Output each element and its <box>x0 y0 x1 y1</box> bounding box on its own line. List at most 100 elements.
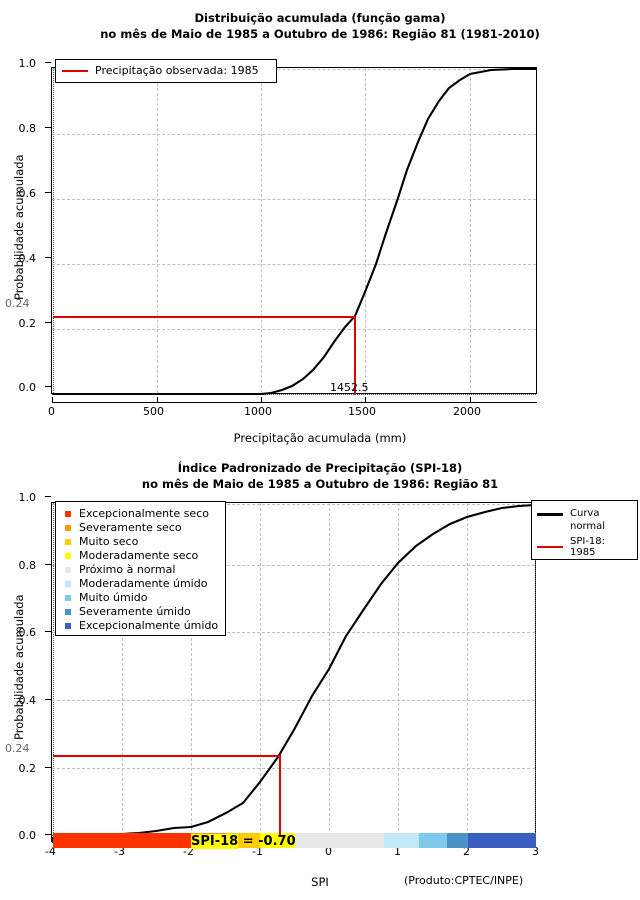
spi-observed-prob-line <box>53 755 280 757</box>
legend-item-spi-1985: SPI-18: 1985 <box>537 536 632 558</box>
gamma-gridline-y-1.0 <box>52 69 536 70</box>
gamma-xtick-mark-4 <box>470 397 471 403</box>
curve-legend-spi-label: SPI-18: 1985 <box>570 536 606 558</box>
gamma-legend-row-observed: Precipitação observada: 1985 <box>62 64 270 78</box>
spi-gridline-y-0.8 <box>52 565 535 566</box>
spi-ytick-4: 0.8 <box>18 559 37 572</box>
gamma-gridline-y-0.4 <box>52 264 536 265</box>
spi-ytick-mark-5 <box>45 496 51 497</box>
square-swatch-icon <box>65 609 71 615</box>
spi-ytick-mark-1 <box>45 767 51 768</box>
spi-y-axis-label: Probabilidade acumulada <box>12 594 26 740</box>
colorbar-segment-excepcionalmente-seco <box>53 833 191 848</box>
spi-gridline-x--2 <box>191 503 192 841</box>
legend-item-muito-umido: Muito úmido <box>62 591 219 605</box>
gamma-gridline-x-1000 <box>261 68 262 393</box>
spi-panel-title: Índice Padronizado de Precipitação (SPI-… <box>0 460 640 492</box>
spi-ytick-mark-3 <box>45 631 51 632</box>
spi-xtick-6: 2 <box>463 845 470 858</box>
black-line-swatch-icon <box>537 513 563 516</box>
spi-gridline-x--3 <box>122 503 123 841</box>
legend-label: Muito seco <box>79 535 139 548</box>
gamma-ytick-mark-1 <box>45 322 51 323</box>
colorbar-segment-severamente-umido <box>447 833 468 848</box>
gamma-xtick-2: 1000 <box>244 405 272 418</box>
legend-label: Muito úmido <box>79 591 148 604</box>
gamma-ytick-mark-0 <box>45 386 51 387</box>
gamma-y-axis-label: Probabilidade acumulada <box>12 154 26 300</box>
spi-xtick-3: -1 <box>252 845 263 858</box>
spi-title-line1: Índice Padronizado de Precipitação (SPI-… <box>177 461 463 475</box>
curve-legend-label-line2: normal <box>570 521 606 532</box>
spi-panel: Índice Padronizado de Precipitação (SPI-… <box>0 450 640 900</box>
spi-gridline-y-0.6 <box>52 632 535 633</box>
gamma-ytick-3: 0.6 <box>18 187 37 200</box>
spi-gridline-x-3 <box>535 503 536 841</box>
legend-label: Severamente úmido <box>79 605 191 618</box>
gamma-observed-value-line <box>354 316 356 395</box>
gamma-xtick-mark-2 <box>261 397 262 403</box>
square-swatch-icon <box>65 511 71 517</box>
gamma-xtick-mark-1 <box>157 397 158 403</box>
gamma-ytick-4: 0.8 <box>18 122 37 135</box>
curve-legend-label-line1: Curva <box>570 508 600 519</box>
red-line-swatch-icon <box>62 70 88 72</box>
gamma-xtick-1: 500 <box>143 405 164 418</box>
spi-xtick-4: 0 <box>325 845 332 858</box>
spi-gridline-x--1 <box>260 503 261 841</box>
spi-ytick-1: 0.2 <box>18 762 37 775</box>
gamma-distribution-panel: Distribuição acumulada (função gama) no … <box>5 11 540 445</box>
spi-gridline-y-0.4 <box>52 700 535 701</box>
legend-label: Próximo à normal <box>79 563 176 576</box>
legend-label: Excepcionalmente seco <box>79 507 209 520</box>
spi-gridline-y-0.2 <box>52 768 535 769</box>
gamma-cdf-curve <box>53 68 536 395</box>
legend-label: Moderadamente seco <box>79 549 199 562</box>
spi-title-line2: no mês de Maio de 1985 a Outubro de 1986… <box>141 477 499 491</box>
legend-label: Excepcionalmente úmido <box>79 619 219 632</box>
legend-item-moderadamente-umido: Moderadamente úmido <box>62 577 219 591</box>
gamma-ytick-5: 1.0 <box>18 57 37 70</box>
legend-label: Severamente seco <box>79 521 182 534</box>
gamma-observed-prob-line <box>53 316 355 318</box>
legend-item-severamente-seco: Severamente seco <box>62 521 219 535</box>
spi-x-axis-label: SPI <box>311 875 329 889</box>
legend-item-severamente-umido: Severamente úmido <box>62 605 219 619</box>
spi-xtick-0: -4 <box>45 845 56 858</box>
spi-observed-value-line <box>279 755 281 835</box>
square-swatch-icon <box>65 567 71 573</box>
spi-curve-legend: Curva normal SPI-18: 1985 <box>531 500 638 560</box>
spi-xtick-mark-0 <box>52 837 53 843</box>
spi-ytick-3: 0.6 <box>18 626 37 639</box>
square-swatch-icon <box>65 595 71 601</box>
colorbar-segment-moderadamente-umido <box>384 833 419 848</box>
spi-category-legend: Excepcionalmente seco Severamente seco M… <box>55 501 226 636</box>
gamma-xtick-4: 2000 <box>453 405 481 418</box>
gamma-ytick-mark-4 <box>45 127 51 128</box>
spi-ytick-mark-4 <box>45 564 51 565</box>
spi-gridline-x--4 <box>53 503 54 841</box>
colorbar-segment-moderadamente-seco <box>260 833 295 848</box>
gamma-xtick-mark-0 <box>52 397 53 403</box>
gamma-xtick-mark-3 <box>365 397 366 403</box>
gamma-x-axis-label: Precipitação acumulada (mm) <box>233 431 407 445</box>
gamma-xtick-0: 0 <box>48 405 55 418</box>
spi-observed-prob-label: 0.24 <box>5 742 30 755</box>
spi-ytick-mark-0 <box>45 834 51 835</box>
spi-plot-area: SPI-18 = -0.70 Excepcionalmente seco Sev… <box>51 501 536 849</box>
spi-badge-rest: = -0.70 <box>238 834 296 849</box>
spi-value-badge: SPI-18 = -0.70 <box>191 834 296 849</box>
gamma-gridline-y-0.2 <box>52 329 536 330</box>
square-swatch-icon <box>65 553 71 559</box>
gamma-gridline-x-0 <box>53 68 54 393</box>
gamma-ytick-mark-5 <box>45 62 51 63</box>
spi-gridline-y-1.0 <box>52 504 535 505</box>
gamma-title-line2: no mês de Maio de 1985 a Outubro de 1986… <box>100 27 540 41</box>
red-line-swatch-icon <box>537 546 563 548</box>
gamma-plot-area: Precipitação observada: 1985 <box>51 59 537 395</box>
gamma-gridline-y-0.0 <box>52 394 536 395</box>
gamma-observed-value-label: 1452.5 <box>330 381 369 394</box>
square-swatch-icon <box>65 525 71 531</box>
gamma-gridline-x-500 <box>157 68 158 393</box>
spi-xtick-5: 1 <box>394 845 401 858</box>
